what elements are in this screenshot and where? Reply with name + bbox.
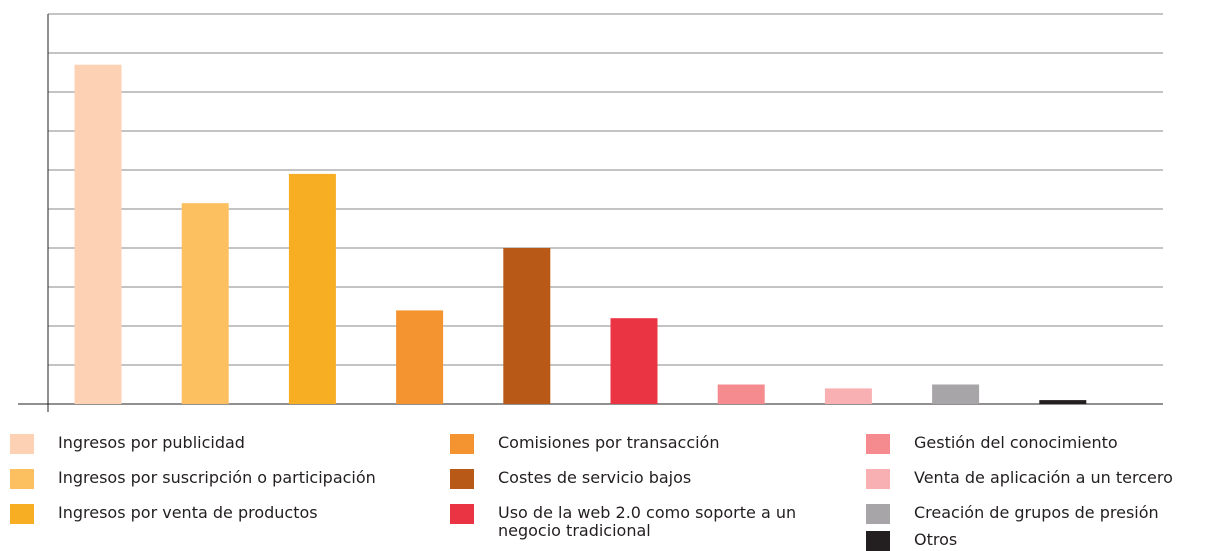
legend-label: Uso de la web 2.0 como soporte a un nego… bbox=[498, 503, 797, 540]
bar bbox=[74, 64, 122, 404]
legend-label: Ingresos por suscripción o participación bbox=[58, 468, 376, 487]
legend-label: Gestión del conocimiento bbox=[914, 433, 1118, 452]
legend-swatch bbox=[866, 434, 890, 454]
legend-swatch bbox=[450, 469, 474, 489]
legend-label: Venta de aplicación a un tercero bbox=[914, 468, 1173, 487]
legend-item: Uso de la web 2.0 como soporte a un nego… bbox=[450, 504, 818, 540]
legend-item: Gestión del conocimiento bbox=[866, 434, 1218, 454]
bar bbox=[610, 318, 658, 404]
bar bbox=[932, 384, 980, 404]
bar bbox=[503, 248, 551, 404]
legend-item: Ingresos por publicidad bbox=[10, 434, 388, 454]
legend-item: Otros bbox=[866, 531, 1218, 551]
legend-swatch bbox=[10, 434, 34, 454]
legend-swatch bbox=[10, 469, 34, 489]
legend-item: Costes de servicio bajos bbox=[450, 469, 818, 489]
legend-label: Ingresos por venta de productos bbox=[58, 503, 318, 522]
legend-label: Costes de servicio bajos bbox=[498, 468, 692, 487]
bar bbox=[396, 310, 444, 404]
legend-label: Ingresos por publicidad bbox=[58, 433, 245, 452]
bar bbox=[824, 388, 872, 404]
legend-label: Creación de grupos de presión bbox=[914, 503, 1159, 522]
legend-item: Comisiones por transacción bbox=[450, 434, 818, 454]
legend-item: Ingresos por venta de productos bbox=[10, 504, 388, 524]
bar bbox=[288, 173, 336, 404]
legend-label: Otros bbox=[914, 530, 958, 549]
legend-item: Ingresos por suscripción o participación bbox=[10, 469, 388, 489]
legend-swatch bbox=[866, 504, 890, 524]
legend-swatch bbox=[450, 504, 474, 524]
bar bbox=[717, 384, 765, 404]
chart bbox=[18, 13, 1163, 412]
bar bbox=[181, 203, 229, 404]
legend-item: Creación de grupos de presión bbox=[866, 504, 1218, 524]
legend-swatch bbox=[866, 531, 890, 551]
legend-swatch bbox=[10, 504, 34, 524]
legend-label: Comisiones por transacción bbox=[498, 433, 720, 452]
bar bbox=[1039, 400, 1087, 404]
legend-swatch bbox=[450, 434, 474, 454]
legend-item: Venta de aplicación a un tercero bbox=[866, 469, 1218, 489]
legend-swatch bbox=[866, 469, 890, 489]
